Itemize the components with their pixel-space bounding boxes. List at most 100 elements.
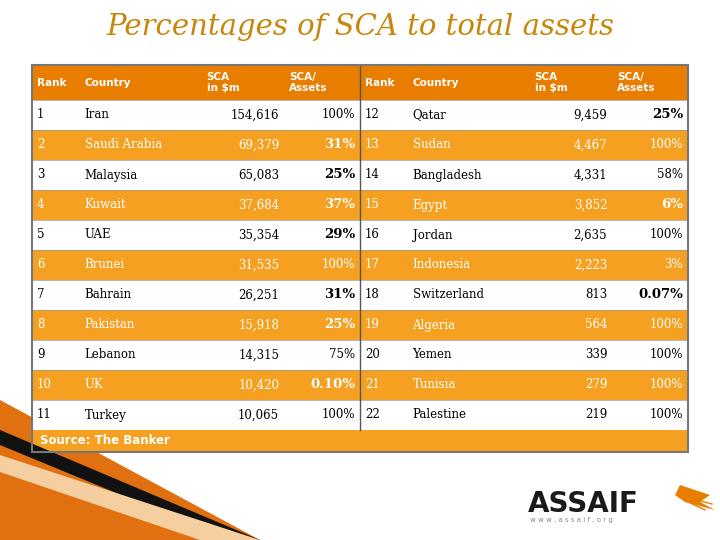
Text: 31%: 31% (324, 138, 355, 152)
Text: Source: The Banker: Source: The Banker (40, 435, 170, 448)
Text: 5: 5 (37, 228, 45, 241)
Text: Country: Country (413, 78, 459, 87)
Text: 0.07%: 0.07% (638, 288, 683, 301)
Bar (32, 100, 688, 130)
Text: SCA/
Assets: SCA/ Assets (617, 72, 656, 93)
Text: UK: UK (84, 379, 103, 392)
Bar (32, 430, 688, 452)
Text: 219: 219 (585, 408, 607, 422)
Bar (32, 190, 688, 220)
Text: Tunisia: Tunisia (413, 379, 456, 392)
Text: 4,331: 4,331 (574, 168, 607, 181)
Text: 564: 564 (585, 319, 607, 332)
Text: 339: 339 (585, 348, 607, 361)
Text: 6%: 6% (661, 199, 683, 212)
Text: 3%: 3% (665, 259, 683, 272)
Text: Bangladesh: Bangladesh (413, 168, 482, 181)
Text: 15: 15 (365, 199, 380, 212)
Bar (32, 370, 688, 400)
Bar (32, 250, 688, 280)
Text: 20: 20 (365, 348, 380, 361)
Text: Algeria: Algeria (413, 319, 456, 332)
Text: Jordan: Jordan (413, 228, 452, 241)
Text: 69,379: 69,379 (238, 138, 279, 152)
Text: Indonesia: Indonesia (413, 259, 471, 272)
Text: SCA/
Assets: SCA/ Assets (289, 72, 328, 93)
Text: SCA
in $m: SCA in $m (207, 72, 240, 93)
Polygon shape (0, 430, 260, 540)
Text: 100%: 100% (322, 408, 355, 422)
Text: 10,420: 10,420 (238, 379, 279, 392)
Text: 75%: 75% (329, 348, 355, 361)
Text: 58%: 58% (657, 168, 683, 181)
Bar (32, 220, 688, 250)
Text: 100%: 100% (649, 319, 683, 332)
Text: 100%: 100% (649, 408, 683, 422)
Text: 100%: 100% (322, 259, 355, 272)
PathPatch shape (675, 485, 715, 510)
Text: 8: 8 (37, 319, 45, 332)
Text: 2,223: 2,223 (574, 259, 607, 272)
Text: 3: 3 (37, 168, 45, 181)
Text: Malaysia: Malaysia (84, 168, 138, 181)
Text: 26,251: 26,251 (238, 288, 279, 301)
Text: 11: 11 (37, 408, 52, 422)
Text: 13: 13 (365, 138, 380, 152)
Text: 31,535: 31,535 (238, 259, 279, 272)
Text: SCA
in $m: SCA in $m (535, 72, 567, 93)
Text: 10: 10 (37, 379, 52, 392)
Text: 12: 12 (365, 109, 379, 122)
Text: Lebanon: Lebanon (84, 348, 136, 361)
Text: 37%: 37% (324, 199, 355, 212)
Text: Percentages of SCA to total assets: Percentages of SCA to total assets (106, 13, 614, 41)
Text: 16: 16 (365, 228, 380, 241)
Text: 3,852: 3,852 (574, 199, 607, 212)
Text: 19: 19 (365, 319, 380, 332)
Text: Iran: Iran (84, 109, 109, 122)
Text: Switzerland: Switzerland (413, 288, 484, 301)
Text: 37,684: 37,684 (238, 199, 279, 212)
Text: 14: 14 (365, 168, 380, 181)
Text: 100%: 100% (322, 109, 355, 122)
Text: Rank: Rank (37, 78, 66, 87)
Text: Bahrain: Bahrain (84, 288, 132, 301)
Text: Yemen: Yemen (413, 348, 452, 361)
Text: 100%: 100% (649, 379, 683, 392)
Text: 14,315: 14,315 (238, 348, 279, 361)
Text: 65,083: 65,083 (238, 168, 279, 181)
Text: 100%: 100% (649, 228, 683, 241)
Text: Pakistan: Pakistan (84, 319, 135, 332)
Text: 31%: 31% (324, 288, 355, 301)
Text: 10,065: 10,065 (238, 408, 279, 422)
Bar (32, 65, 688, 452)
Text: Egypt: Egypt (413, 199, 448, 212)
Text: 6: 6 (37, 259, 45, 272)
Text: Kuwait: Kuwait (84, 199, 126, 212)
Text: Saudi Arabia: Saudi Arabia (84, 138, 161, 152)
Text: 0.10%: 0.10% (310, 379, 355, 392)
Text: 7: 7 (37, 288, 45, 301)
Text: UAE: UAE (84, 228, 111, 241)
Text: 279: 279 (585, 379, 607, 392)
Text: 17: 17 (365, 259, 380, 272)
Text: Palestine: Palestine (413, 408, 467, 422)
Polygon shape (0, 455, 260, 540)
Bar (32, 160, 688, 190)
Text: 2: 2 (37, 138, 45, 152)
Text: 29%: 29% (324, 228, 355, 241)
Text: Qatar: Qatar (413, 109, 446, 122)
Text: 9,459: 9,459 (573, 109, 607, 122)
Text: 25%: 25% (652, 109, 683, 122)
Text: Sudan: Sudan (413, 138, 450, 152)
Bar (32, 280, 688, 310)
Bar (32, 400, 688, 430)
Text: 35,354: 35,354 (238, 228, 279, 241)
Text: 100%: 100% (649, 138, 683, 152)
Text: Turkey: Turkey (84, 408, 126, 422)
Text: w w w . a s s a i f . o r g: w w w . a s s a i f . o r g (530, 517, 613, 523)
Text: 2,635: 2,635 (574, 228, 607, 241)
Text: 18: 18 (365, 288, 379, 301)
Bar (32, 65, 688, 100)
Text: 4: 4 (37, 199, 45, 212)
Text: 25%: 25% (324, 319, 355, 332)
